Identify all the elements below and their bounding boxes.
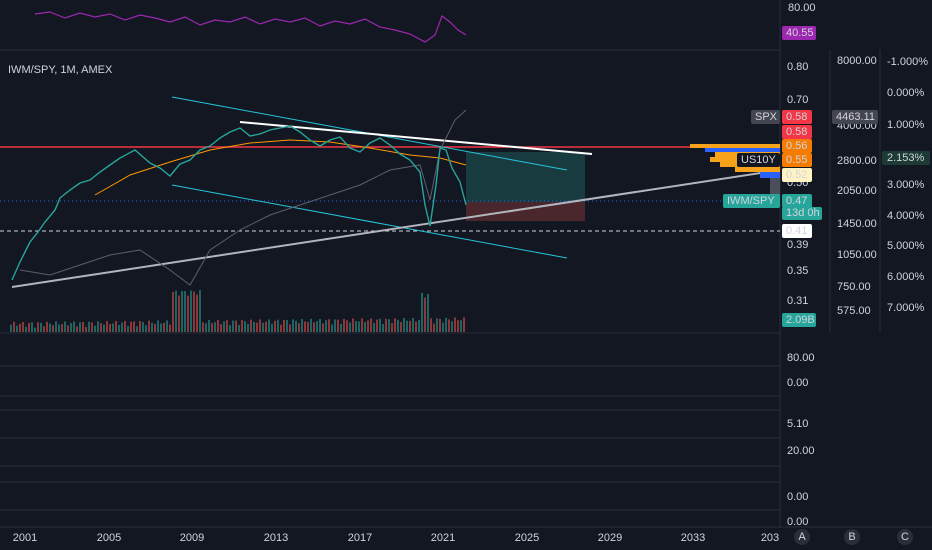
- price-tag: 0.47: [786, 195, 807, 207]
- long-position-profit: [466, 152, 585, 202]
- yield-axis-label: -1.000%: [887, 56, 928, 68]
- yield-axis-label: 4.000%: [887, 210, 925, 222]
- spx-tag: 4463.11: [836, 111, 875, 123]
- time-axis-label: 2025: [515, 532, 539, 544]
- volume-tag-bg: [782, 313, 816, 327]
- pane-axis-label: 0.00: [787, 516, 808, 528]
- channel-lower: [171, 184, 568, 259]
- price-axis-label: 0.80: [787, 61, 808, 73]
- pane-axis-label: 80.00: [787, 352, 815, 364]
- yield-axis-label: 5.000%: [887, 240, 925, 252]
- time-axis-label: 2005: [97, 532, 121, 544]
- price-axis-label: 0.31: [787, 295, 808, 307]
- spx-axis-label: 2800.00: [837, 155, 877, 167]
- price-series: [11, 125, 467, 281]
- scale-button-label: A: [798, 531, 806, 543]
- yield-axis-label: 3.000%: [887, 179, 925, 191]
- price-tag-bg: [782, 224, 812, 238]
- volume-bars: [10, 290, 465, 332]
- trend-line-top: [239, 121, 593, 155]
- series-name-bg: [723, 194, 780, 208]
- rsi-tag: 40.55: [786, 27, 814, 39]
- yield-axis-label: 0.000%: [887, 87, 925, 99]
- price-tag: 0.58: [786, 126, 807, 138]
- price-tag: 0.56: [786, 140, 807, 152]
- time-axis-label: 203: [761, 532, 779, 544]
- price-tag-bg: [782, 168, 812, 182]
- spx-tag-bg: [832, 110, 878, 124]
- time-axis-label: 2033: [681, 532, 705, 544]
- trend-line-bottom: [11, 169, 781, 288]
- price-tag-bg: [782, 194, 812, 208]
- spx-axis-label: 750.00: [837, 281, 871, 293]
- time-axis-label: 2009: [180, 532, 204, 544]
- countdown-bg: [782, 207, 822, 220]
- series-name-bg: [737, 153, 780, 167]
- scale-button[interactable]: [897, 529, 913, 545]
- time-axis: [0, 528, 932, 550]
- yield-axis-label: 7.000%: [887, 302, 925, 314]
- pane-axis-label: 0.00: [787, 377, 808, 389]
- rsi-axis-label: 80.00: [788, 2, 816, 14]
- long-position-loss: [466, 202, 585, 221]
- price-tag: 0.52: [786, 169, 807, 181]
- time-axis-label: 2001: [13, 532, 37, 544]
- price-axis-label: 0.39: [787, 239, 808, 251]
- pane-axis-label: 20.00: [787, 445, 815, 457]
- series-name-bg: [751, 110, 780, 124]
- countdown: 13d 0h: [786, 207, 820, 219]
- yield-tag-bg: [882, 151, 930, 165]
- series-name: US10Y: [741, 154, 777, 166]
- scale-button-label: B: [848, 531, 855, 543]
- yield-axis-label: 1.000%: [887, 119, 925, 131]
- time-axis-label: 2017: [348, 532, 372, 544]
- spx-overlay: [19, 109, 467, 286]
- scale-button[interactable]: [794, 529, 810, 545]
- yield-tag: 2.153%: [887, 152, 925, 164]
- price-tag: 0.55: [786, 154, 807, 166]
- spx-axis-label: 2050.00: [837, 185, 877, 197]
- price-tag-bg: [782, 110, 812, 124]
- pane-axis-label: 5.10: [787, 418, 808, 430]
- series-name: IWM/SPY: [727, 195, 775, 207]
- chart-title: IWM/SPY, 1M, AMEX: [8, 64, 113, 76]
- rsi-tag-bg: [782, 26, 816, 40]
- time-axis-label: 2021: [431, 532, 455, 544]
- series-name: SPX: [755, 111, 778, 123]
- price-tag-bg: [782, 153, 812, 167]
- spx-axis-label: 575.00: [837, 305, 871, 317]
- price-tag-bg: [782, 125, 812, 139]
- time-axis-label: 2029: [598, 532, 622, 544]
- price-axis-label: 0.70: [787, 94, 808, 106]
- price-tag: 0.58: [786, 111, 807, 123]
- yield-axis-label: 6.000%: [887, 271, 925, 283]
- time-axis-label: 2013: [264, 532, 288, 544]
- price-tag: 0.41: [786, 225, 807, 237]
- pane-axis-label: 0.00: [787, 491, 808, 503]
- spx-axis-label: 8000.00: [837, 55, 877, 67]
- scale-button-label: C: [901, 531, 909, 543]
- rsi-line: [34, 11, 467, 43]
- spx-axis-label: 1450.00: [837, 218, 877, 230]
- scale-button[interactable]: [844, 529, 860, 545]
- price-tag-bg: [782, 139, 812, 153]
- price-axis-label: 0.35: [787, 265, 808, 277]
- spx-axis-label: 1050.00: [837, 249, 877, 261]
- volume-tag: 2.09B: [786, 314, 815, 326]
